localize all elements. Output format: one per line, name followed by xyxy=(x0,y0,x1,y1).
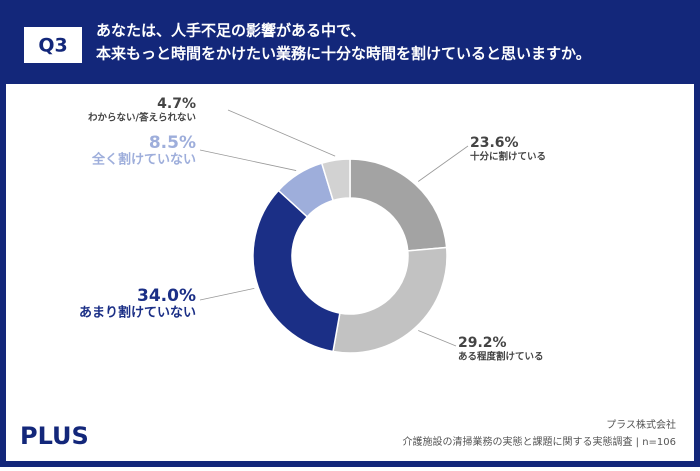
value-label: 23.6% xyxy=(470,135,519,151)
question-box xyxy=(24,27,82,63)
value-label: 4.7% xyxy=(157,96,196,112)
category-label: あまり割けていない xyxy=(79,305,196,321)
category-label: 十分に割けている xyxy=(470,151,546,163)
value-label: 29.2% xyxy=(458,335,507,351)
leader-line xyxy=(417,145,469,182)
category-label: ある程度割けている xyxy=(458,351,544,363)
category-label: 全く割けていない xyxy=(91,152,196,168)
value-label: 34.0% xyxy=(137,286,196,306)
chart-title: 本来もっと時間をかけたい業務に十分な時間を割けていると思いますか。 xyxy=(96,45,591,63)
donut-segment xyxy=(252,189,341,353)
leader-line xyxy=(227,109,336,157)
logo: PLUS xyxy=(20,422,89,450)
panel xyxy=(6,84,694,461)
source-text: プラス株式会社 xyxy=(606,418,676,431)
leader-line xyxy=(199,149,297,171)
donut-segment xyxy=(320,158,351,202)
source-text: 介護施設の清掃業務の実態と課題に関する実態調査 | n=106 xyxy=(402,435,676,448)
value-label: 8.5% xyxy=(149,133,196,153)
donut-chart: 23.6%十分に割けている 29.2%ある程度割けている 34.0%あまり割けていな… xyxy=(79,96,546,363)
chart-title: あなたは、人手不足の影響がある中で、 xyxy=(96,22,365,40)
donut-segment xyxy=(332,246,448,354)
question-label: Q3 xyxy=(38,35,67,57)
leader-line xyxy=(199,288,255,301)
category-label: わからない/答えられない xyxy=(88,112,196,124)
leader-line xyxy=(418,330,457,347)
